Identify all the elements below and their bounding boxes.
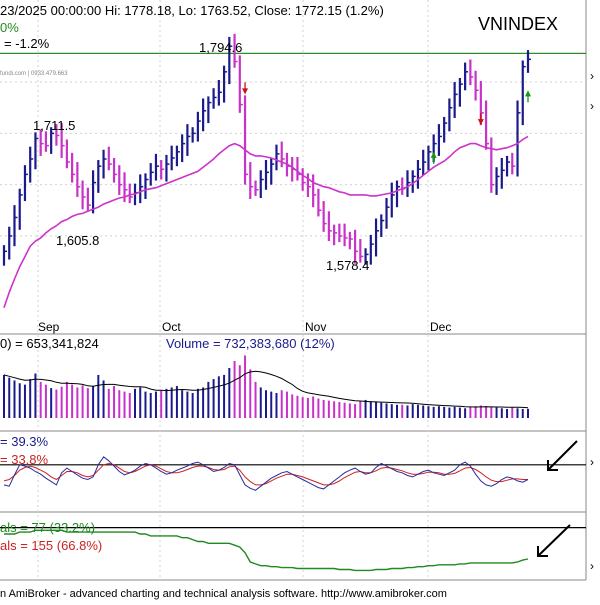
price-pane (0, 33, 586, 308)
quote-line: 23/2025 00:00:00 Hi: 1778.18, Lo: 1763.5… (0, 3, 384, 18)
indicator-pane-1 (0, 456, 586, 491)
annotation-high: 1,794.6 (199, 40, 242, 55)
ind1-red-line (3, 462, 528, 486)
scroll-right-icon-4[interactable]: › (590, 559, 594, 573)
buy-arrow-icon (430, 151, 437, 158)
ind1-red-label: = 33.8% (0, 452, 49, 467)
indicator-pane-2 (0, 527, 586, 572)
ind1-blue-label: = 39.3% (0, 434, 49, 449)
pct-fragment: 0% (0, 20, 19, 35)
annotation-sep-low: 1,605.8 (56, 233, 99, 248)
month-label-dec: Dec (430, 320, 451, 334)
scroll-right-icon-3[interactable]: › (590, 455, 594, 469)
moving-average-line (3, 135, 529, 308)
month-label-sep: Sep (38, 320, 60, 334)
volume-pane (3, 355, 529, 418)
annotation-nov-low: 1,578.4 (326, 258, 369, 273)
month-label-oct: Oct (162, 320, 181, 334)
symbol-label: VNINDEX (478, 14, 558, 34)
price-grid (0, 0, 586, 580)
ind1-blue-line (3, 456, 529, 491)
ind2-green-label: als = 77 (33.2%) (0, 520, 95, 535)
scroll-right-icon-1[interactable]: › (590, 69, 594, 83)
buy-arrow-icon (525, 90, 531, 97)
annotation-sep-high: 1,711.5 (33, 118, 75, 133)
ind2-green-line (4, 529, 529, 572)
sell-arrow-icon (477, 119, 484, 126)
month-label-nov: Nov (305, 320, 326, 334)
annotation-arrow-ind1 (547, 440, 578, 471)
ind2-red-label: als = 155 (66.8%) (0, 538, 102, 553)
annotation-arrow-ind2 (537, 524, 571, 557)
volume-average-line (3, 370, 529, 409)
watermark: fundi.com | 0933.479.663 (0, 71, 68, 77)
change-line: = -1.2% (4, 36, 50, 51)
volume-legend: Volume = 732,383,680 (12%) (166, 336, 335, 351)
scroll-right-icon-2[interactable]: › (590, 99, 594, 113)
footer-text: n AmiBroker - advanced charting and tech… (0, 588, 447, 600)
sell-arrow-icon (242, 88, 249, 95)
volume-avg-label: 0) = 653,341,824 (0, 336, 99, 351)
